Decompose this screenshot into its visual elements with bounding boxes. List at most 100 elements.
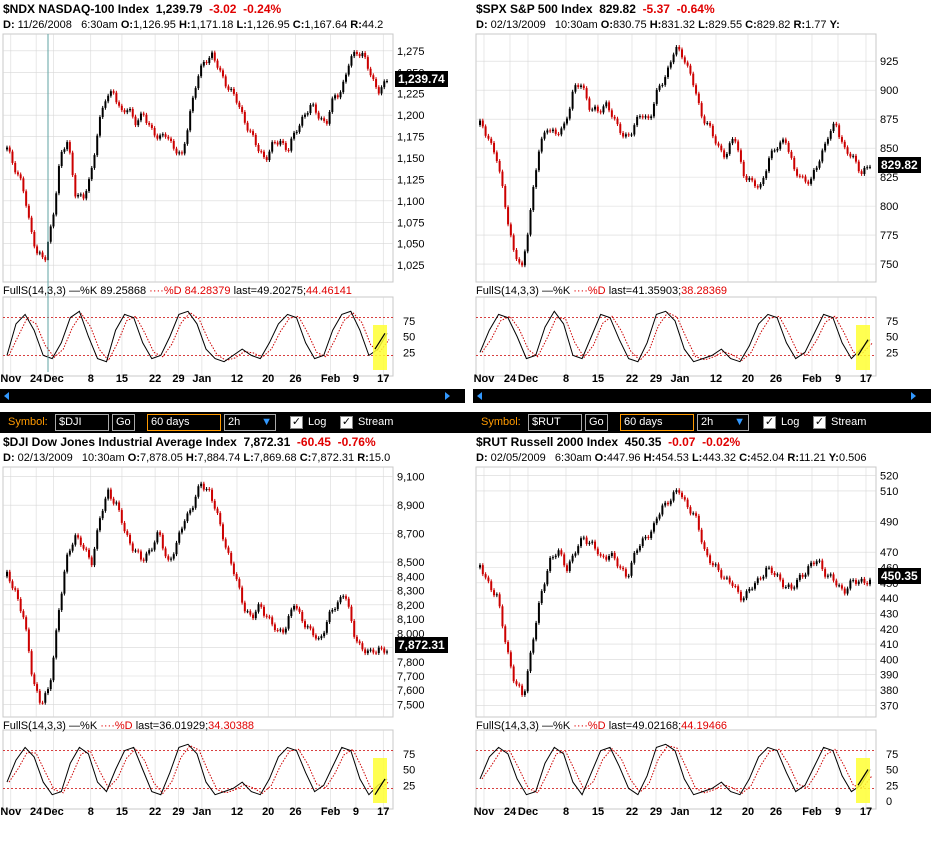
x-tick-label: Dec	[44, 373, 64, 385]
candle-body	[19, 174, 22, 179]
candle-body	[77, 535, 80, 538]
candle-body	[624, 569, 627, 577]
symbol-input[interactable]: $DJI	[55, 414, 109, 431]
stream-checkbox[interactable]: ✓	[340, 416, 353, 429]
candle-body	[773, 150, 776, 152]
candle-body	[602, 106, 605, 113]
candle-body	[501, 171, 504, 187]
candle-body	[840, 137, 843, 142]
x-tick-label: 9	[835, 806, 841, 818]
candle-body	[107, 489, 110, 499]
candle-body	[610, 552, 613, 556]
x-tick-label: 9	[353, 806, 359, 818]
candle-body	[770, 567, 773, 574]
candle-body	[644, 116, 647, 118]
candle-body	[537, 151, 540, 171]
candle-body	[568, 108, 571, 119]
go-button[interactable]: Go	[585, 414, 608, 431]
osc-d-line	[481, 311, 873, 362]
candle-body	[776, 574, 779, 576]
d-legend: ····%D	[573, 285, 606, 297]
ind-name: FullS(14,3,3)	[3, 285, 66, 297]
candle-body	[372, 649, 375, 653]
x-tick-label: 8	[563, 373, 569, 385]
candle-body	[66, 554, 69, 572]
candle-body	[30, 651, 33, 675]
candle-body	[101, 510, 104, 519]
x-tick-label: Feb	[321, 806, 341, 818]
candle-body	[776, 148, 779, 151]
candle-body	[624, 134, 627, 137]
latest-k-segment	[857, 339, 869, 356]
candle-body	[175, 148, 178, 154]
osc-d-line	[8, 311, 390, 362]
last-price-box: 829.82	[878, 157, 921, 173]
candle-body	[647, 116, 650, 119]
candle-body	[784, 587, 787, 589]
candle-body	[594, 541, 597, 549]
osc-tick-label: 25	[403, 347, 415, 359]
candle-body	[818, 560, 821, 562]
candle-body	[372, 75, 375, 80]
symbol-input[interactable]: $RUT	[528, 414, 582, 431]
candle-body	[211, 52, 214, 58]
period-select[interactable]: 60 days	[147, 414, 221, 431]
candle-body	[71, 152, 74, 176]
log-label: Log	[781, 416, 800, 428]
candle-body	[230, 552, 233, 564]
candle-body	[821, 150, 824, 162]
chevron-down-icon: ▼	[261, 416, 272, 428]
candle-body	[484, 126, 487, 136]
candle-body	[139, 113, 142, 121]
candle-body	[807, 181, 810, 184]
candle-body	[529, 652, 532, 672]
candle-body	[164, 134, 167, 137]
candle-body	[342, 596, 345, 598]
candle-body	[219, 67, 222, 71]
period-select[interactable]: 60 days	[620, 414, 694, 431]
candle-body	[186, 130, 189, 144]
candle-body	[588, 98, 591, 110]
candle-body	[504, 626, 507, 643]
candle-body	[700, 529, 703, 543]
y-tick-label: 390	[880, 670, 898, 682]
pct-change: -0.02%	[702, 435, 741, 449]
candle-body	[638, 545, 641, 551]
y-tick-label: 8,400	[397, 571, 425, 583]
chart-controls-left: Symbol: $DJI Go 60 days 2h ▼ ✓ Log ✓ Stre…	[0, 412, 473, 433]
x-tick-label: 12	[710, 806, 722, 818]
candle-body	[142, 559, 145, 561]
go-button[interactable]: Go	[112, 414, 135, 431]
candle-body	[627, 134, 630, 136]
log-checkbox[interactable]: ✓	[290, 416, 303, 429]
candle-body	[287, 616, 290, 629]
candle-body	[268, 151, 271, 161]
stream-checkbox[interactable]: ✓	[813, 416, 826, 429]
candle-body	[810, 178, 813, 184]
x-tick-label: 15	[592, 806, 604, 818]
candle-body	[490, 581, 493, 591]
candle-body	[131, 109, 134, 117]
candle-body	[109, 489, 112, 499]
x-tick-label: Jan	[671, 806, 690, 818]
time: 10:30am	[554, 19, 598, 31]
interval-select[interactable]: 2h ▼	[697, 414, 749, 431]
candle-body	[85, 548, 88, 550]
candle-body	[369, 649, 372, 651]
candle-body	[55, 630, 58, 658]
change: -3.02	[209, 2, 237, 16]
candle-body	[664, 502, 667, 506]
candle-body	[650, 116, 653, 119]
y-tick-label: 825	[880, 172, 898, 184]
candle-body	[804, 574, 807, 577]
log-checkbox[interactable]: ✓	[763, 416, 776, 429]
candle-body	[68, 550, 71, 555]
candle-body	[709, 122, 712, 126]
ohlc-line: D: 02/13/2009 10:30am O:830.75 H:831.32 …	[476, 19, 840, 31]
interval-select[interactable]: 2h ▼	[224, 414, 276, 431]
candle-body	[235, 93, 238, 103]
candle-body	[295, 605, 298, 609]
candle-body	[342, 81, 345, 93]
ind-last: last=49.02168;	[608, 720, 682, 732]
candle-body	[661, 84, 664, 86]
